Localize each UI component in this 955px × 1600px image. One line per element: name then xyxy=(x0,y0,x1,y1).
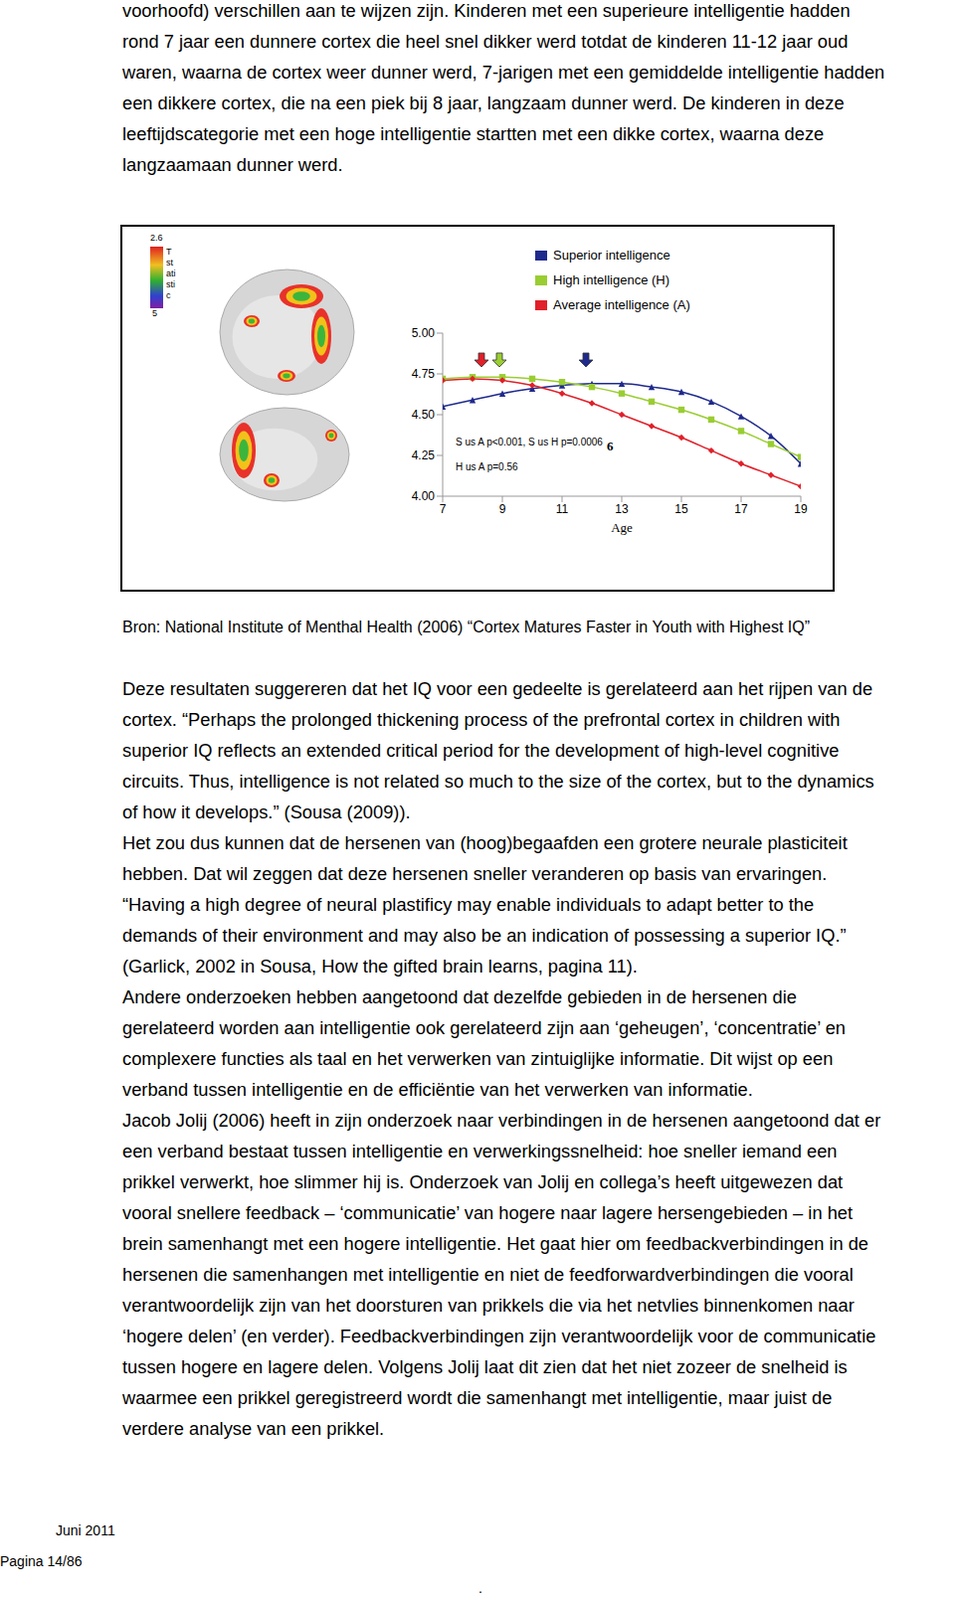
svg-text:7: 7 xyxy=(439,502,447,517)
html-text:gerelateerd worden aan intelli: gerelateerd worden aan intelligentie ook… xyxy=(122,1017,846,1039)
svg-text:5.00: 5.00 xyxy=(411,326,436,341)
svg-text:15: 15 xyxy=(674,502,689,517)
html-text:H us A p=0.56: H us A p=0.56 xyxy=(455,461,518,473)
html-text:cortex. “Perhaps the prolonged: cortex. “Perhaps the prolonged thickenin… xyxy=(122,709,841,731)
html-text:waren, waarna de cortex weer d: waren, waarna de cortex weer dunner werd… xyxy=(122,61,885,83)
svg-text:11: 11 xyxy=(556,502,570,517)
html-text:hebben. Dat wil zeggen dat dez: hebben. Dat wil zeggen dat deze hersenen… xyxy=(122,863,828,885)
html-text:Superior intelligence: Superior intelligence xyxy=(553,247,671,263)
html-text:ati: ati xyxy=(166,268,176,279)
svg-text:9: 9 xyxy=(499,502,507,517)
html-text:circuits. Thus, intelligence i: circuits. Thus, intelligence is not rela… xyxy=(122,770,875,792)
svg-text:4.75: 4.75 xyxy=(411,367,436,382)
html-text:Juni 2011: Juni 2011 xyxy=(55,1523,116,1539)
html-text:vooral snellere feedback – ‘co: vooral snellere feedback – ‘communicatie… xyxy=(122,1202,853,1224)
html-text:2.6: 2.6 xyxy=(150,232,163,243)
html-text:Deze resultaten suggereren dat: Deze resultaten suggereren dat het IQ vo… xyxy=(122,678,873,700)
html-text:S us A p<0.001, S us H p=0.000: S us A p<0.001, S us H p=0.0006 xyxy=(455,436,603,448)
html-text:langzaamaan dunner werd.: langzaamaan dunner werd. xyxy=(122,154,343,176)
html-text:“Having a high degree of neura: “Having a high degree of neural plastifi… xyxy=(122,894,814,916)
html-text:superior IQ reflects an extend: superior IQ reflects an extended critica… xyxy=(122,740,840,762)
html-text:verantwoordelijk zijn van het: verantwoordelijk zijn van het doorsturen… xyxy=(122,1295,855,1317)
html-text:5: 5 xyxy=(152,308,158,319)
svg-text:Age: Age xyxy=(610,520,633,536)
html-text:Pagina 14/86: Pagina 14/86 xyxy=(0,1553,83,1570)
html-text:High intelligence (H): High intelligence (H) xyxy=(553,272,670,288)
svg-text:19: 19 xyxy=(793,502,808,517)
html-text:waarmee een prikkel geregistre: waarmee een prikkel geregistreerd wordt … xyxy=(122,1387,832,1409)
html-text:verdere analyse van een prikke: verdere analyse van een prikkel. xyxy=(122,1418,385,1440)
html-text:Het zou dus kunnen dat de hers: Het zou dus kunnen dat de hersenen van (… xyxy=(122,832,848,854)
html-text:een dikkere cortex, die na een: een dikkere cortex, die na een piek bij … xyxy=(122,92,845,114)
html-text:Jacob Jolij (2006) heeft in zi: Jacob Jolij (2006) heeft in zijn onderzo… xyxy=(122,1110,881,1132)
svg-text:17: 17 xyxy=(734,502,749,517)
html-text:leeftijdscategorie met een hog: leeftijdscategorie met een hoge intellig… xyxy=(122,123,824,145)
html-text:of how it develops.” (Sousa (2: of how it develops.” (Sousa (2009)). xyxy=(122,801,411,823)
html-text:hersenen die samenhangen met i: hersenen die samenhangen met intelligent… xyxy=(122,1264,854,1286)
html-text:rond 7 jaar een dunnere cortex: rond 7 jaar een dunnere cortex die heel … xyxy=(122,30,848,52)
html-text:st: st xyxy=(166,257,174,268)
html-text:demands of their environment a: demands of their environment and may als… xyxy=(122,925,847,947)
html-text:tussen hogere en lagere delen.: tussen hogere en lagere delen. Volgens J… xyxy=(122,1356,848,1378)
html-text:prikkel verwerkt, hoe slimmer: prikkel verwerkt, hoe slimmer hij is. On… xyxy=(122,1171,843,1193)
svg-text:4.00: 4.00 xyxy=(411,489,436,504)
html-text:c: c xyxy=(166,290,171,301)
html-text:voorhoofd) verschillen aan te: voorhoofd) verschillen aan te wijzen zij… xyxy=(122,0,851,21)
html-text:(Garlick, 2002 in Sousa, How t: (Garlick, 2002 in Sousa, How the gifted … xyxy=(122,955,638,977)
html-text:verband tussen intelligentie e: verband tussen intelligentie en de effic… xyxy=(122,1079,753,1101)
html-text:Average intelligence (A): Average intelligence (A) xyxy=(553,297,691,313)
html-text:‘hogere delen’ (en verder). Fe: ‘hogere delen’ (en verder). Feedbackverb… xyxy=(122,1326,876,1347)
html-text:een verband bestaat tussen int: een verband bestaat tussen intelligentie… xyxy=(122,1141,838,1162)
html-text:6: 6 xyxy=(606,438,614,454)
html-text:Andere onderzoeken hebben aang: Andere onderzoeken hebben aangetoond dat… xyxy=(122,986,797,1008)
html-text:sti: sti xyxy=(166,279,176,290)
svg-text:4.25: 4.25 xyxy=(411,448,436,463)
html-text:T: T xyxy=(166,246,172,257)
svg-text:13: 13 xyxy=(614,502,629,517)
html-text:Bron: National Institute of Me: Bron: National Institute of Menthal Heal… xyxy=(122,618,810,636)
html-text:complexere functies als taal e: complexere functies als taal en het verw… xyxy=(122,1048,833,1070)
svg-text:4.50: 4.50 xyxy=(411,407,436,422)
html-text:brein samenhangt met een hoger: brein samenhangt met een hogere intellig… xyxy=(122,1233,869,1255)
